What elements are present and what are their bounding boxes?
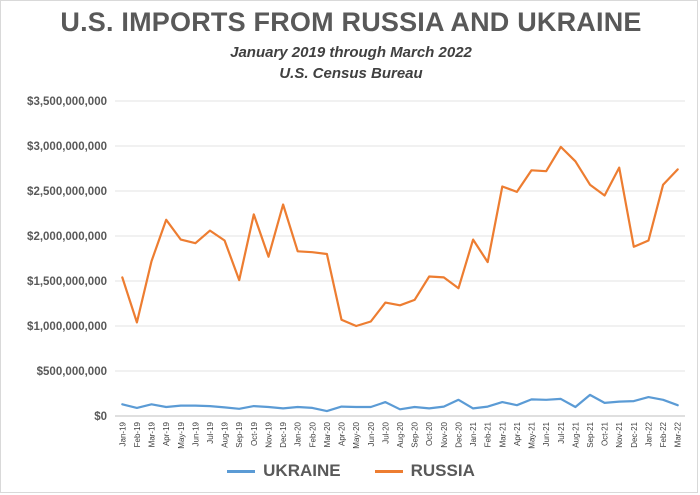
legend-swatch — [227, 469, 256, 473]
x-tick-label: Jan-20 — [294, 421, 303, 446]
y-tick-label: $0 — [94, 411, 107, 423]
x-tick-label: Mar-21 — [498, 421, 507, 447]
series-line-ukraine — [121, 393, 679, 413]
x-tick-label: May-20 — [352, 421, 361, 448]
chart-source: U.S. Census Bureau — [279, 65, 423, 82]
chart-subtitle: January 2019 through March 2022 — [230, 44, 472, 61]
x-tick-label: Mar-19 — [148, 421, 157, 447]
x-tick-label: Dec-20 — [454, 421, 463, 447]
legend-item-ukraine: UKRAINE — [227, 461, 341, 481]
x-tick-label: Mar-22 — [674, 421, 683, 447]
x-tick-label: May-19 — [177, 421, 186, 448]
x-tick-label: Jan-22 — [644, 421, 653, 446]
series-line-russia — [121, 145, 679, 328]
x-tick-label: Apr-20 — [338, 421, 347, 446]
x-tick-label: Jun-21 — [542, 421, 551, 446]
legend-label: UKRAINE — [263, 461, 341, 480]
y-tick-label: $1,000,000,000 — [27, 321, 107, 333]
x-tick-label: Aug-19 — [221, 421, 230, 447]
x-tick-label: Aug-20 — [396, 421, 405, 447]
x-tick-label: Oct-20 — [425, 421, 434, 446]
chart-title: U.S. IMPORTS FROM RUSSIA AND UKRAINE — [60, 7, 642, 37]
x-tick-label: Sep-19 — [235, 421, 244, 447]
x-tick-label: Aug-21 — [571, 421, 580, 447]
x-tick-label: Jun-20 — [367, 421, 376, 446]
x-tick-label: Mar-20 — [323, 421, 332, 447]
plot-area: $0 $500,000,000 $1,000,000,000 $1,500,000,0… — [27, 96, 685, 449]
x-tick-label: Sep-21 — [586, 421, 595, 447]
legend-label: RUSSIA — [410, 461, 475, 480]
x-tick-label: Jul-19 — [206, 421, 215, 443]
x-tick-label: Dec-19 — [279, 421, 288, 447]
x-axis-ticks: Jan-19 Feb-19 Mar-19 Apr-19 May-19 Jun-19 Jul-… — [118, 421, 682, 448]
x-tick-label: Sep-20 — [411, 421, 420, 447]
x-tick-label: Feb-19 — [133, 421, 142, 447]
x-tick-label: Jun-19 — [191, 421, 200, 446]
y-tick-label: $1,500,000,000 — [27, 276, 107, 288]
y-tick-label: $3,000,000,000 — [27, 141, 107, 153]
x-tick-label: Feb-22 — [659, 421, 668, 447]
y-axis-ticks: $0 $500,000,000 $1,000,000,000 $1,500,000,0… — [27, 96, 107, 423]
x-tick-label: Apr-19 — [162, 421, 171, 446]
x-tick-label: Nov-19 — [264, 421, 273, 447]
x-tick-label: Apr-21 — [513, 421, 522, 446]
legend-item-russia: RUSSIA — [374, 461, 475, 481]
x-tick-label: Jan-19 — [118, 421, 127, 446]
y-tick-label: $500,000,000 — [37, 366, 107, 378]
x-tick-label: Jul-21 — [557, 421, 566, 443]
series-lines — [121, 145, 679, 413]
x-tick-label: Feb-21 — [484, 421, 493, 447]
x-tick-label: Oct-19 — [250, 421, 259, 446]
gridlines — [115, 100, 685, 417]
legend-swatch — [374, 469, 403, 473]
x-tick-label: Oct-21 — [601, 421, 610, 446]
x-tick-label: Jan-21 — [469, 421, 478, 446]
y-tick-label: $3,500,000,000 — [27, 96, 107, 108]
legend: UKRAINE RUSSIA — [1, 461, 700, 481]
x-tick-label: Dec-21 — [630, 421, 639, 447]
x-tick-label: Feb-20 — [308, 421, 317, 447]
y-tick-label: $2,500,000,000 — [27, 186, 107, 198]
x-tick-label: Nov-20 — [440, 421, 449, 447]
y-tick-label: $2,000,000,000 — [27, 231, 107, 243]
x-tick-label: Nov-21 — [615, 421, 624, 447]
x-tick-label: May-21 — [528, 421, 537, 448]
x-tick-label: Jul-20 — [381, 421, 390, 443]
